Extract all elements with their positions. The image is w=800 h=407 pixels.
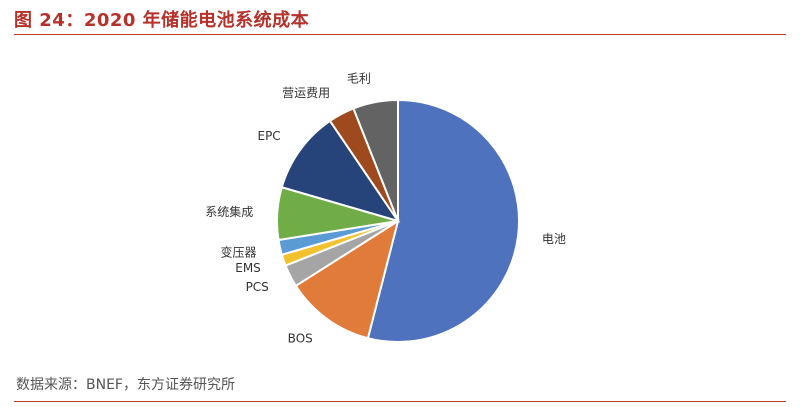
pie-label-1: BOS (288, 331, 313, 345)
pie-slice-1 (294, 218, 400, 340)
bottom-divider (14, 401, 786, 402)
pie-chart: 电池 BOS PCS EMS 变压器 系统集成 EPC 营运费用 毛利 (0, 40, 800, 360)
pie-label-2: PCS (246, 280, 269, 294)
title-divider (14, 34, 786, 35)
pie-label-0: 电池 (542, 232, 566, 246)
pie-label-6: EPC (257, 129, 280, 143)
source-note: 数据来源：BNEF，东方证券研究所 (16, 377, 235, 393)
pie-label-3: EMS (235, 261, 261, 275)
pie-slice-0 (366, 98, 520, 343)
pie-label-8: 毛利 (347, 72, 371, 86)
figure-title: 图 24：2020 年储能电池系统成本 (14, 10, 310, 31)
pie-slice-6 (280, 119, 401, 223)
pie-slice-8 (352, 98, 399, 222)
pie-label-5: 系统集成 (205, 204, 253, 219)
pie-label-7: 营运费用 (282, 86, 330, 100)
pie-label-4: 变压器 (220, 245, 256, 260)
